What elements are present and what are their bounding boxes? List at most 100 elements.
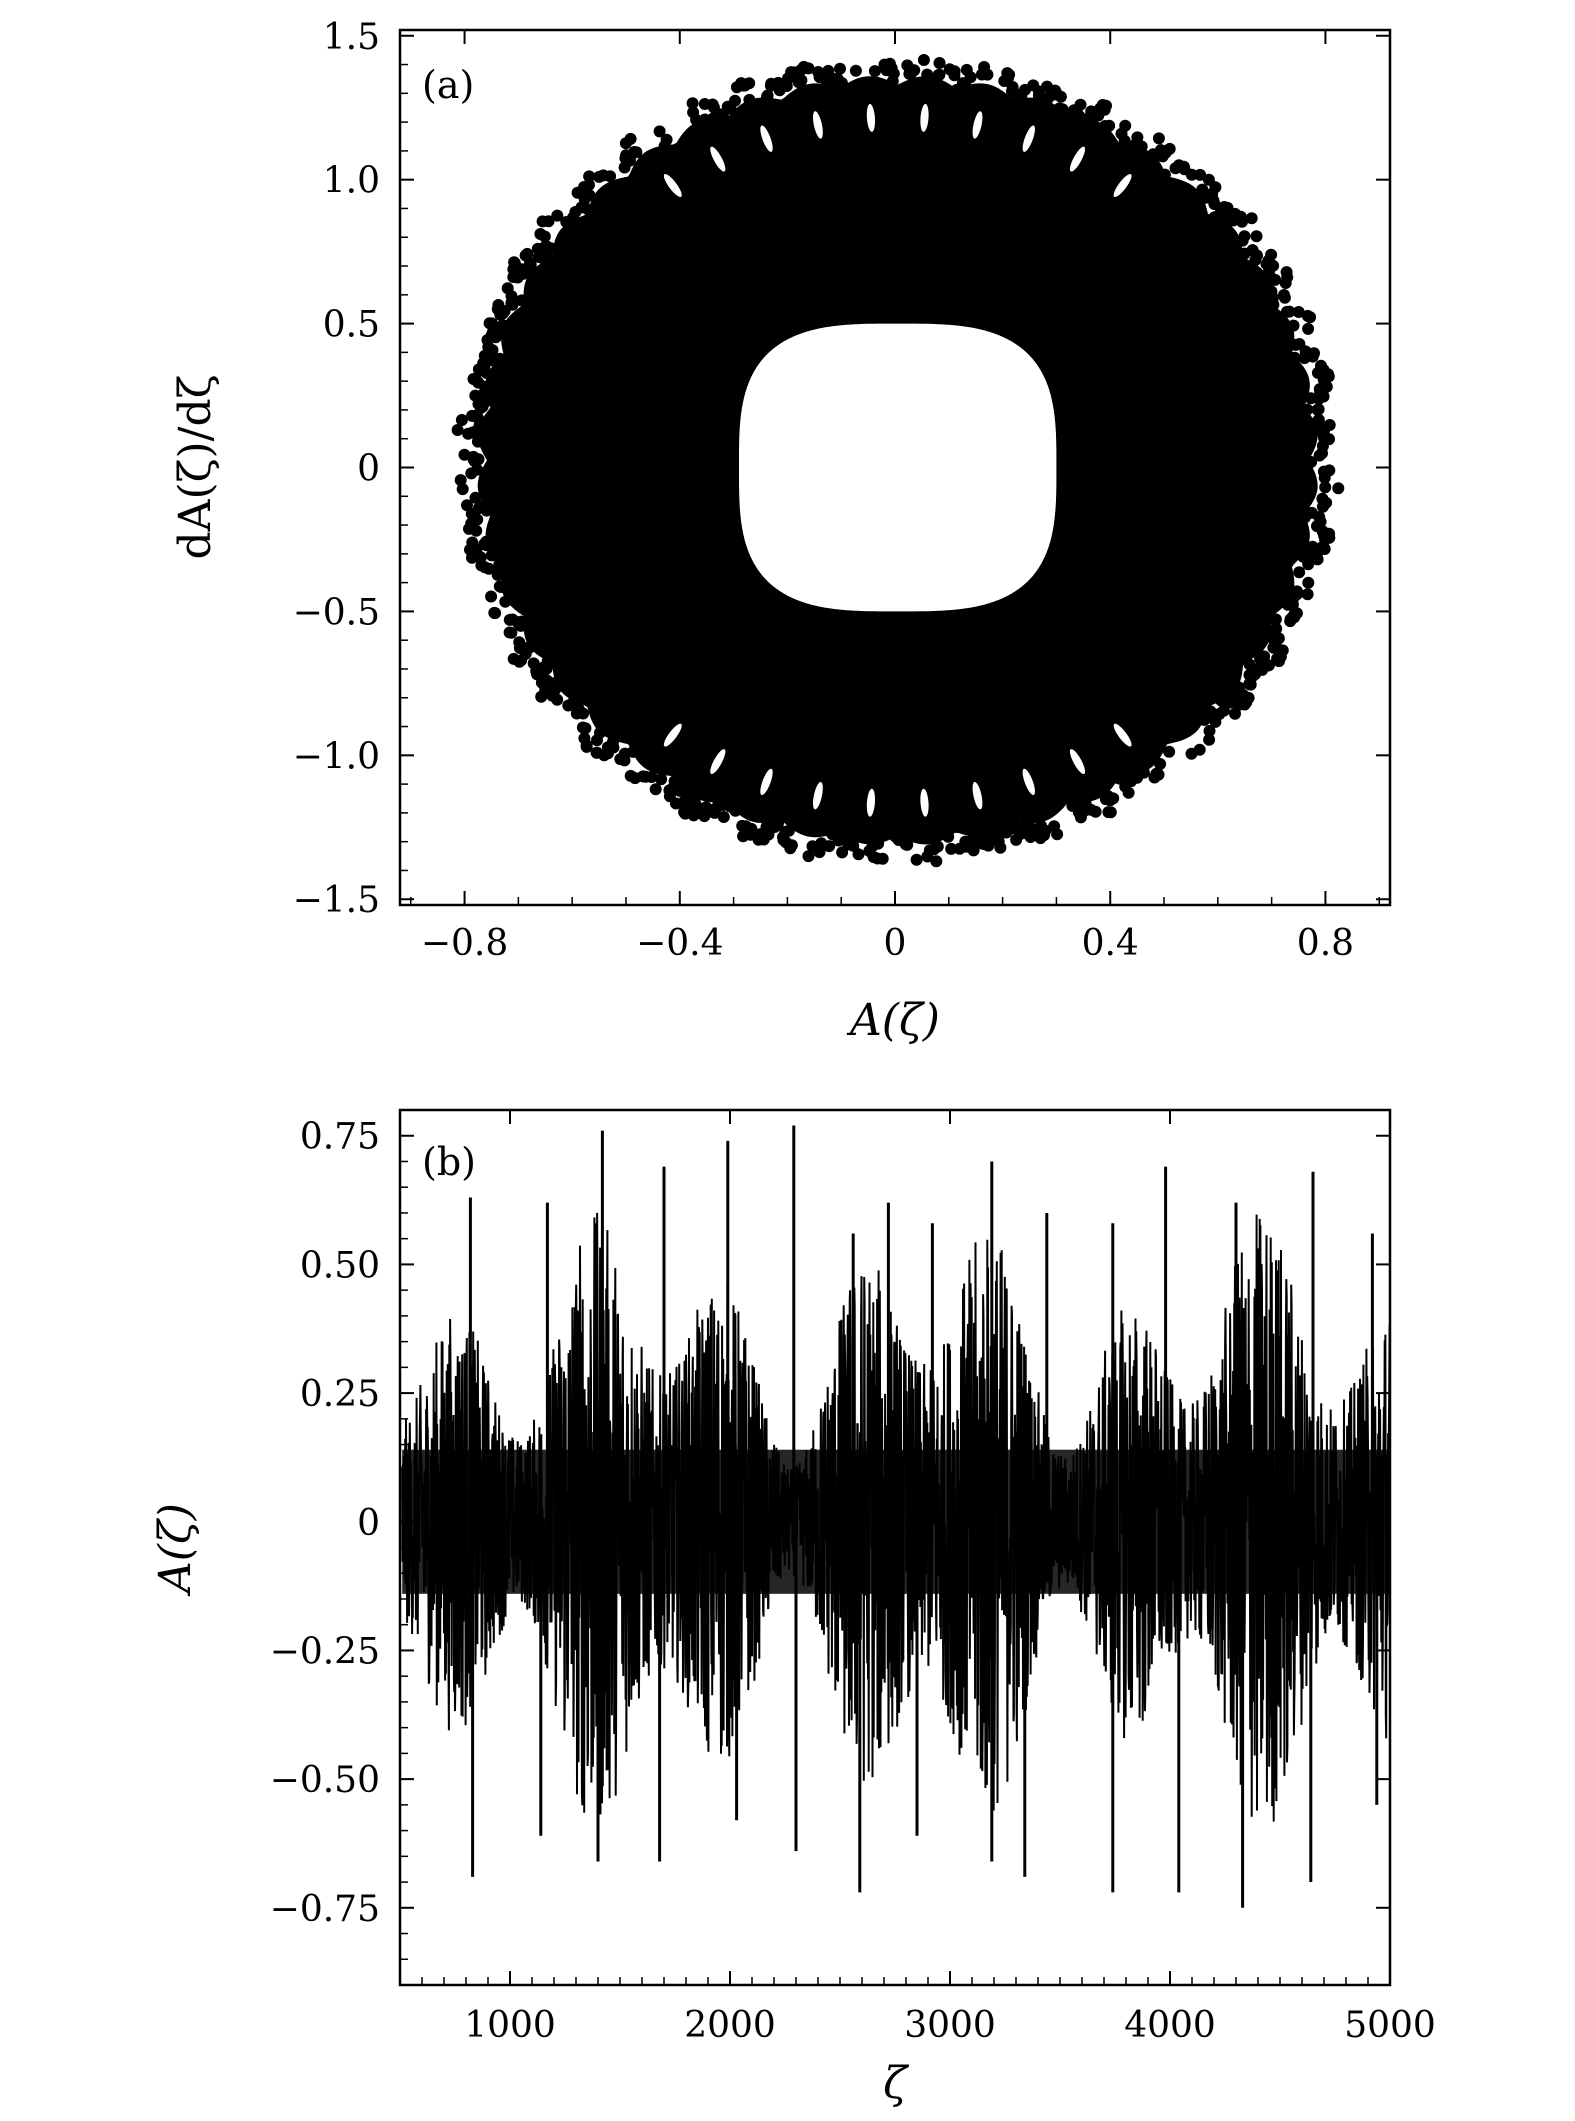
phase-point	[519, 647, 532, 660]
scallop-gap	[812, 111, 823, 139]
phase-point	[477, 357, 490, 370]
phase-point	[761, 827, 774, 840]
phase-point	[478, 538, 491, 551]
phase-point	[567, 695, 580, 708]
phase-point	[933, 57, 946, 69]
phase-point	[1269, 613, 1282, 626]
phase-point	[579, 722, 592, 735]
phase-portrait-annulus	[477, 76, 1318, 845]
x-tick-label: 0.4	[1082, 923, 1139, 964]
phase-point	[1306, 350, 1319, 363]
x-tick-label: 3000	[904, 2005, 996, 2046]
phase-point	[1305, 456, 1318, 468]
scallop-gap	[866, 788, 876, 817]
y-tick-label: 1.5	[323, 17, 380, 58]
phase-point	[964, 71, 977, 84]
phase-point	[465, 467, 478, 480]
phase-point	[580, 740, 593, 753]
phase-point	[594, 726, 606, 739]
phase-point	[1079, 796, 1092, 809]
scallop-gap	[972, 781, 983, 810]
phase-point	[1236, 215, 1248, 228]
phase-point	[978, 61, 991, 73]
phase-point	[1163, 745, 1176, 758]
scallop-gap	[812, 781, 823, 810]
phase-point	[660, 133, 673, 146]
phase-point	[795, 63, 808, 76]
phase-point	[507, 263, 520, 276]
phase-point	[921, 850, 934, 863]
phase-point	[532, 250, 545, 263]
phase-point	[1249, 668, 1261, 681]
phase-point	[535, 690, 548, 703]
phase-point	[1287, 319, 1300, 332]
phase-point	[521, 247, 534, 260]
phase-point	[1306, 540, 1319, 553]
phase-point	[1137, 766, 1150, 779]
phase-point	[872, 837, 885, 850]
phase-point	[666, 782, 679, 795]
x-tick-label: −0.4	[636, 923, 723, 964]
phase-point	[1280, 266, 1293, 279]
phase-point	[686, 792, 698, 805]
phase-point	[687, 106, 700, 119]
phase-point	[745, 822, 758, 835]
phase-point	[1159, 145, 1172, 158]
y-tick-label: 0	[357, 1503, 380, 1544]
phase-point	[515, 294, 528, 307]
phase-point	[737, 830, 750, 843]
phase-point	[1240, 696, 1253, 709]
phase-point	[966, 833, 979, 846]
phase-point	[1267, 298, 1280, 311]
phase-point	[831, 829, 844, 842]
scallop-gap	[1022, 125, 1035, 152]
phase-point	[604, 170, 617, 183]
phase-point	[743, 93, 756, 106]
phase-point	[624, 769, 637, 782]
phase-point	[1203, 724, 1216, 737]
phase-point	[1323, 464, 1336, 477]
phase-point	[764, 79, 777, 92]
phase-point	[1215, 694, 1228, 707]
phase-point	[466, 409, 479, 422]
phase-point	[706, 98, 719, 111]
phase-point	[454, 474, 467, 487]
phase-point	[1313, 419, 1326, 432]
panel-a-phase-portrait: −0.8 −0.4 0 0.4 0.8 1.5 1.0 0.5 0 −0.5 −1.0 −1.5 (a…	[170, 17, 1392, 1046]
phase-point	[978, 831, 990, 844]
x-tick-label: 0	[884, 923, 907, 964]
time-series-core	[402, 1449, 1390, 1594]
y-tick-label: −0.5	[293, 592, 380, 633]
x-tick-label: 5000	[1344, 2005, 1436, 2046]
phase-point	[707, 112, 720, 125]
y-tick-label: −0.50	[270, 1760, 380, 1801]
phase-point	[1250, 230, 1263, 243]
phase-point	[785, 839, 798, 852]
phase-point	[506, 613, 519, 626]
scallop-gap	[710, 146, 726, 172]
phase-point	[1196, 183, 1209, 196]
phase-point	[499, 595, 512, 608]
phase-point	[1314, 515, 1327, 528]
phase-point	[591, 746, 604, 759]
phase-point	[967, 844, 980, 857]
scallop-gap	[920, 103, 929, 132]
phase-point	[901, 838, 914, 851]
phase-point	[700, 807, 713, 820]
phase-point	[480, 395, 493, 408]
phase-point	[1316, 492, 1329, 505]
phase-point	[776, 78, 789, 91]
y-tick-label: −0.75	[270, 1889, 380, 1930]
phase-point	[540, 240, 553, 253]
phase-point	[1304, 311, 1317, 324]
panel-b-ticks: 1000 2000 3000 4000 5000 0.75 0.50 0.25 0 −0.25 −0…	[270, 1110, 1436, 2046]
phase-point	[802, 850, 815, 863]
phase-point	[1218, 213, 1231, 226]
scallop-gap	[1113, 723, 1132, 747]
phase-point	[451, 424, 464, 436]
x-tick-label: −0.8	[421, 923, 508, 964]
phase-point	[456, 483, 469, 496]
phase-point	[473, 420, 486, 432]
phase-point	[517, 267, 530, 280]
